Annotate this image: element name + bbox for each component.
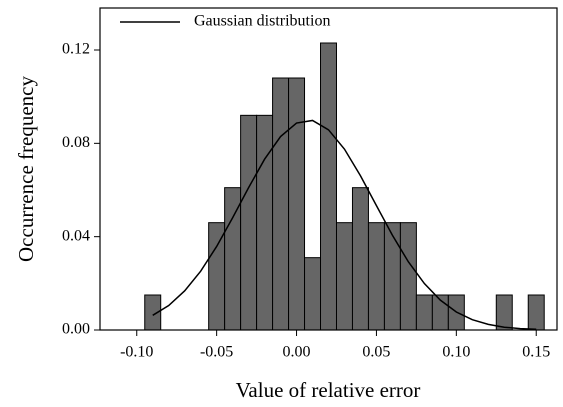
bar <box>415 294 433 331</box>
bar <box>351 187 369 331</box>
bar <box>383 222 401 331</box>
bar <box>224 187 242 331</box>
legend-label: Gaussian distribution <box>194 13 330 30</box>
x-tick-label: 0.00 <box>283 344 311 361</box>
x-tick-label: 0.15 <box>522 344 550 361</box>
bar <box>256 114 274 331</box>
y-tick-label: 0.08 <box>62 134 90 151</box>
bar <box>288 77 306 331</box>
bar <box>208 222 226 331</box>
bar <box>527 294 545 331</box>
y-tick-label: 0.12 <box>62 41 90 58</box>
y-axis-title: Occurrence frequency <box>14 76 38 262</box>
x-tick-label: 0.10 <box>442 344 470 361</box>
bar <box>367 222 385 331</box>
gaussian-line <box>152 119 537 331</box>
bar <box>399 222 417 331</box>
x-tick-label: -0.05 <box>200 344 233 361</box>
x-tick-label: -0.10 <box>120 344 153 361</box>
plot-frame <box>99 7 558 331</box>
x-axis-title: Value of relative error <box>236 378 421 402</box>
y-tick-label: 0.00 <box>62 321 90 338</box>
bar <box>240 114 258 331</box>
bar <box>320 42 337 331</box>
bar <box>272 77 290 331</box>
bar <box>335 222 353 331</box>
y-tick-label: 0.04 <box>62 227 90 244</box>
bar <box>495 294 513 331</box>
x-tick-label: 0.05 <box>362 344 390 361</box>
bar <box>304 257 322 331</box>
